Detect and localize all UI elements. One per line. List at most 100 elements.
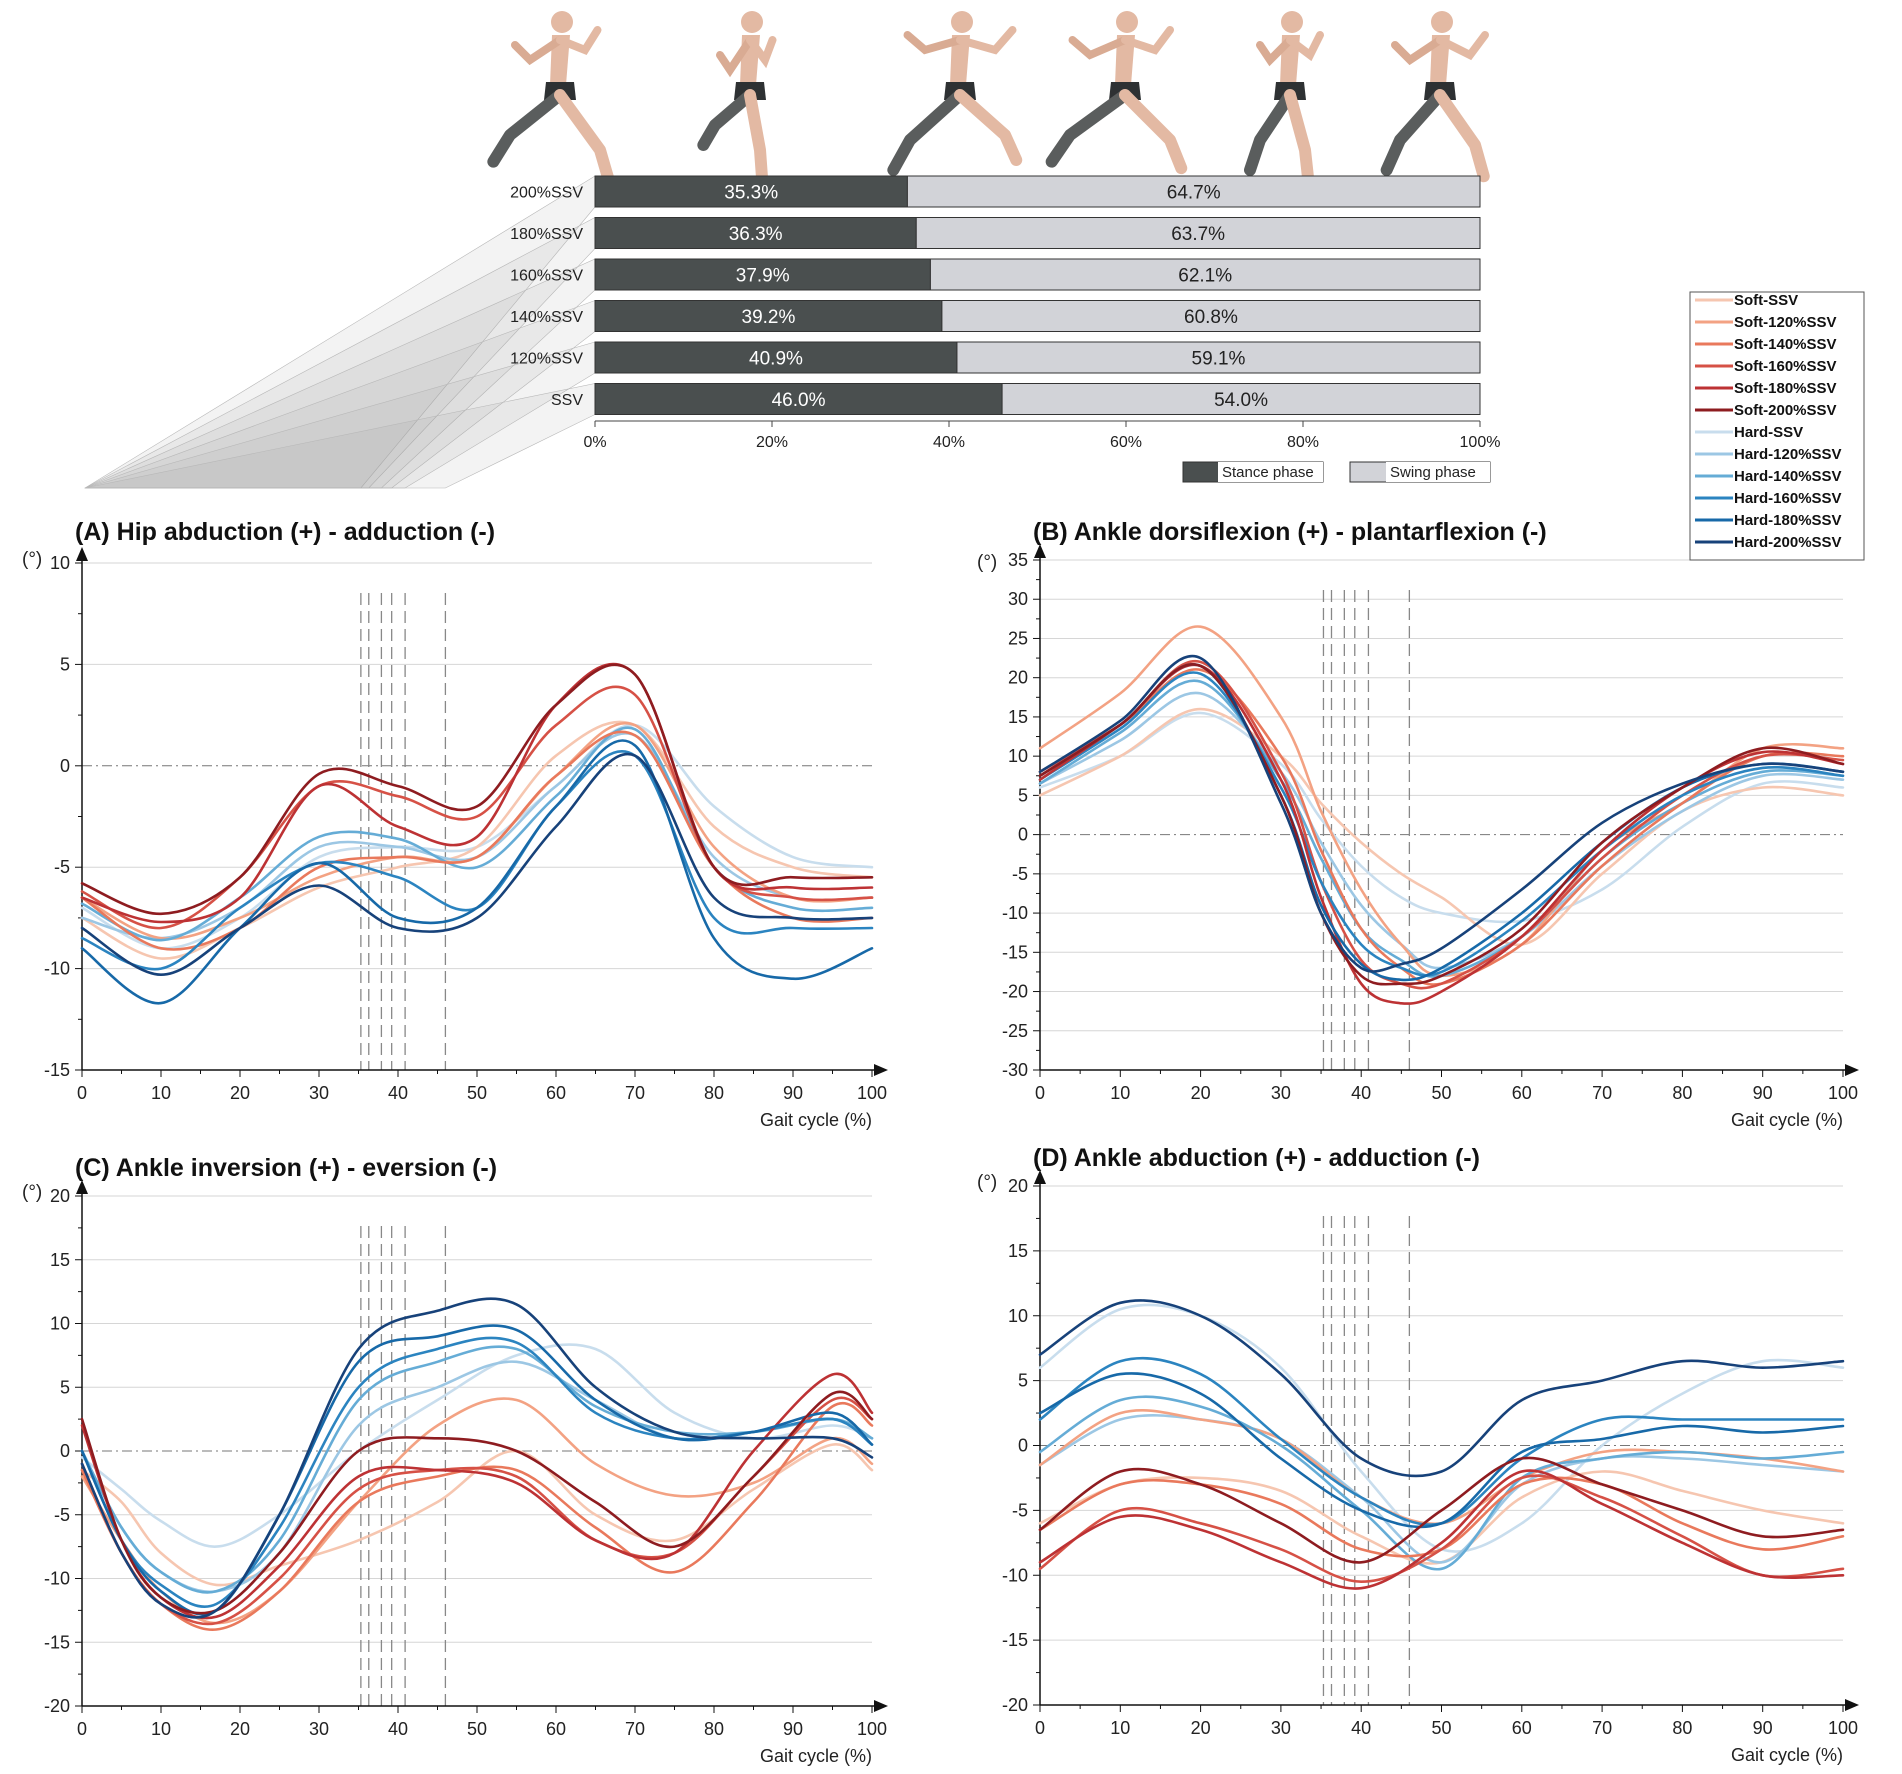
series-line-hard-160pctssv xyxy=(80,749,874,971)
series-line-soft-ssv xyxy=(80,1443,874,1587)
runner-back-leg xyxy=(487,89,566,168)
y-tick-label: 5 xyxy=(1018,785,1028,805)
series-line-hard-160pctssv xyxy=(1038,1356,1845,1526)
y-axis-arrow-icon xyxy=(1034,1170,1046,1184)
x-tick-label: 20 xyxy=(230,1719,250,1739)
y-tick-label: -30 xyxy=(1002,1060,1028,1080)
legend-label: Hard-160%SSV xyxy=(1734,490,1842,507)
series-line-soft-140pctssv xyxy=(1038,1476,1845,1558)
runner-figure-2 xyxy=(697,11,777,191)
runner-front-arm xyxy=(1121,26,1174,55)
y-tick-label: 10 xyxy=(50,1314,70,1334)
x-axis-label: Gait cycle (%) xyxy=(1731,1745,1843,1765)
legend-label: Soft-140%SSV xyxy=(1734,336,1837,353)
runner-back-arm xyxy=(903,31,964,55)
y-axis-arrow-icon xyxy=(76,547,88,561)
stance-bar xyxy=(594,217,917,249)
phase-x-tick-label: 100% xyxy=(1460,434,1501,451)
runner-figure-5 xyxy=(1244,11,1324,191)
stance-bar xyxy=(594,175,908,208)
y-tick-label: 30 xyxy=(1008,589,1028,609)
x-tick-label: 70 xyxy=(1592,1718,1612,1738)
y-tick-label: 20 xyxy=(50,1186,70,1206)
phase-x-tick-label: 80% xyxy=(1287,434,1319,451)
runner-head xyxy=(741,11,763,33)
phase-category-label: 140%SSV xyxy=(510,309,583,326)
legend-label: Hard-140%SSV xyxy=(1734,468,1842,485)
y-tick-label: 20 xyxy=(1008,1176,1028,1196)
phase-x-tick-label: 20% xyxy=(756,434,788,451)
series-line-hard-180pctssv xyxy=(1038,662,1845,982)
x-tick-label: 100 xyxy=(1828,1718,1858,1738)
legend-label: Soft-160%SSV xyxy=(1734,358,1837,375)
x-tick-label: 20 xyxy=(230,1083,250,1103)
runner-front-leg xyxy=(1434,89,1490,183)
series-legend: Soft-SSV Soft-120%SSV Soft-140%SSV Soft-160… xyxy=(1689,291,1865,561)
swing-bar xyxy=(956,341,1481,374)
x-tick-label: 60 xyxy=(1512,1718,1532,1738)
x-tick-label: 10 xyxy=(1110,1083,1130,1103)
stance-bar xyxy=(594,383,1003,415)
y-tick-label: -5 xyxy=(54,1505,70,1525)
stance-data-label: 36.3% xyxy=(729,224,783,245)
legend-swatch-mask xyxy=(1218,462,1323,482)
runner-back-arm xyxy=(716,36,754,78)
series-line-hard-180pctssv xyxy=(1038,1372,1845,1529)
y-tick-label: -15 xyxy=(1002,1630,1028,1650)
runner-front-arm xyxy=(1436,31,1489,61)
phase-category-label: 160%SSV xyxy=(510,268,583,285)
y-axis-unit-label: (°) xyxy=(977,552,997,573)
runner-back-leg xyxy=(887,89,966,176)
series-line-hard-200pctssv xyxy=(80,752,874,977)
x-tick-label: 100 xyxy=(857,1083,887,1103)
y-tick-label: -10 xyxy=(1002,1565,1028,1585)
series-line-hard-160pctssv xyxy=(1038,671,1845,977)
x-tick-label: 10 xyxy=(151,1719,171,1739)
x-tick-label: 70 xyxy=(625,1719,645,1739)
y-tick-label: -5 xyxy=(1012,864,1028,884)
x-tick-label: 20 xyxy=(1191,1718,1211,1738)
y-tick-label: 15 xyxy=(1008,707,1028,727)
series-line-hard-140pctssv xyxy=(1038,679,1845,978)
panel-hip-abduction: (A) Hip abduction (+) - adduction (-) (°)… xyxy=(22,518,888,1130)
x-tick-label: 30 xyxy=(1271,1083,1291,1103)
phase-x-tick-label: 40% xyxy=(933,434,965,451)
runner-torso xyxy=(1115,35,1135,85)
x-tick-label: 80 xyxy=(1672,1718,1692,1738)
y-tick-label: -5 xyxy=(54,857,70,877)
panel-title: (B) Ankle dorsiflexion (+) - plantarflex… xyxy=(1033,518,1547,546)
runner-back-leg xyxy=(1045,89,1131,168)
series-line-hard-200pctssv xyxy=(1038,654,1845,973)
y-tick-label: 25 xyxy=(1008,628,1028,648)
y-tick-label: -5 xyxy=(1012,1500,1028,1520)
runner-front-leg xyxy=(744,89,769,191)
series-line-soft-ssv xyxy=(1038,707,1845,946)
runner-front-leg xyxy=(1119,89,1188,175)
runner-back-leg xyxy=(697,89,756,151)
series-line-soft-200pctssv xyxy=(80,663,874,916)
series-line-hard-180pctssv xyxy=(80,1324,874,1616)
y-tick-label: -15 xyxy=(1002,942,1028,962)
y-tick-label: 10 xyxy=(1008,1306,1028,1326)
y-tick-label: -10 xyxy=(44,959,70,979)
runner-head xyxy=(1116,11,1138,33)
legend-label: Soft-180%SSV xyxy=(1734,380,1837,397)
swing-data-label: 62.1% xyxy=(1178,266,1232,287)
y-tick-label: 15 xyxy=(50,1250,70,1270)
runner-back-arm xyxy=(1256,36,1294,67)
series-line-soft-ssv xyxy=(80,720,874,960)
y-tick-label: 0 xyxy=(1018,825,1028,845)
series-line-hard-200pctssv xyxy=(80,1297,874,1619)
x-tick-label: 90 xyxy=(1753,1083,1773,1103)
panel-ankle-dorsiflexion: (B) Ankle dorsiflexion (+) - plantarflex… xyxy=(977,518,1859,1130)
series-line-hard-120pctssv xyxy=(1038,1414,1845,1564)
x-tick-label: 90 xyxy=(1753,1718,1773,1738)
x-tick-label: 70 xyxy=(625,1083,645,1103)
phase-x-tick-label: 60% xyxy=(1110,434,1142,451)
runner-head xyxy=(1431,11,1453,33)
stance-data-label: 35.3% xyxy=(724,183,778,204)
series-line-soft-180pctssv xyxy=(1038,1469,1845,1590)
swing-data-label: 54.0% xyxy=(1214,390,1268,411)
runner-front-arm xyxy=(956,26,1017,55)
